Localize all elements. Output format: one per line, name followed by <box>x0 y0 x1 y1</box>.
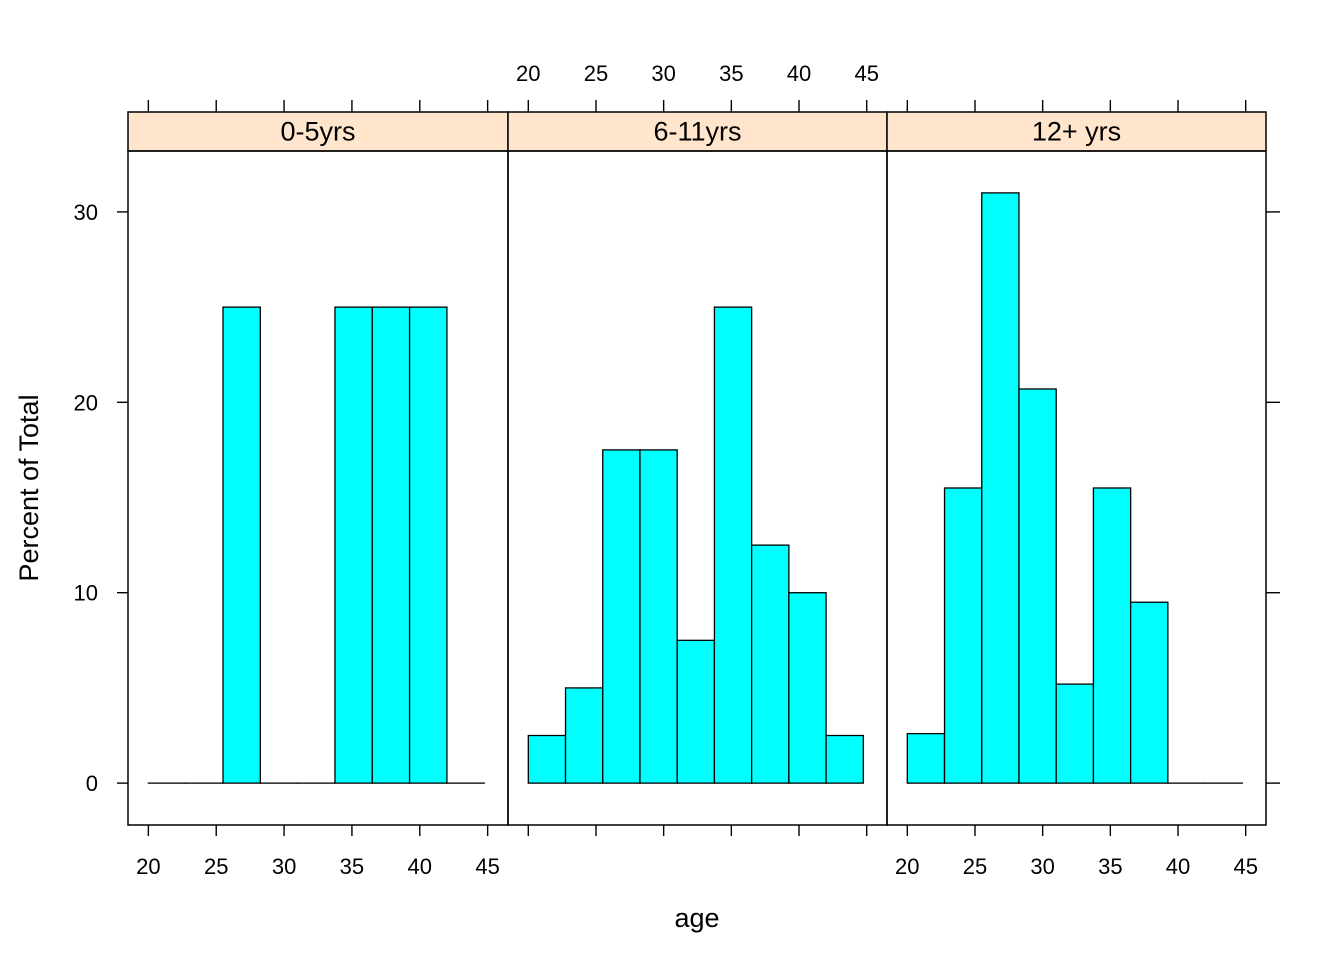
histogram-bar <box>372 307 409 783</box>
x-tick-label: 45 <box>475 854 499 879</box>
histogram-bar <box>1019 389 1056 783</box>
x-tick-label: 40 <box>787 61 811 86</box>
y-tick-label: 0 <box>86 771 98 796</box>
x-tick-label: 30 <box>1030 854 1054 879</box>
x-tick-label: 40 <box>1166 854 1190 879</box>
panel-3 <box>887 100 1266 836</box>
x-tick-label: 40 <box>408 854 432 879</box>
histogram-bar <box>714 307 751 783</box>
histogram-bar <box>1131 602 1168 783</box>
panel-2 <box>508 100 887 836</box>
histogram-bar <box>603 450 640 783</box>
histogram-bar <box>528 736 565 784</box>
histogram-bar <box>789 593 826 783</box>
x-tick-label: 30 <box>651 61 675 86</box>
histogram-bar <box>1056 684 1093 783</box>
histogram-bar <box>982 193 1019 783</box>
x-tick-label: 20 <box>516 61 540 86</box>
strip-label: 6-11yrs <box>653 117 741 147</box>
y-tick-label: 30 <box>74 200 98 225</box>
y-tick-label: 20 <box>74 390 98 415</box>
x-tick-label: 30 <box>272 854 296 879</box>
histogram-bar <box>677 640 714 783</box>
x-tick-label: 45 <box>1233 854 1257 879</box>
x-tick-label: 25 <box>584 61 608 86</box>
panel-1 <box>128 100 508 836</box>
x-tick-label: 35 <box>1098 854 1122 879</box>
x-tick-label: 25 <box>963 854 987 879</box>
y-axis-title: Percent of Total <box>14 394 44 581</box>
histogram-bar <box>945 488 982 783</box>
x-tick-label: 35 <box>340 854 364 879</box>
histogram-bar <box>640 450 677 783</box>
strip-label: 12+ yrs <box>1032 117 1121 147</box>
x-tick-label: 20 <box>136 854 160 879</box>
histogram-bar <box>907 734 944 784</box>
histogram-bar <box>752 545 789 783</box>
y-tick-label: 10 <box>74 581 98 606</box>
histogram-bar <box>223 307 260 783</box>
histogram-bar <box>1093 488 1130 783</box>
panel-frame <box>128 151 508 825</box>
x-tick-label: 20 <box>895 854 919 879</box>
histogram-bar <box>826 736 863 784</box>
histogram-bar <box>335 307 372 783</box>
strip-label: 0-5yrs <box>280 117 355 147</box>
histogram-bar <box>410 307 447 783</box>
x-tick-label: 35 <box>719 61 743 86</box>
x-tick-label: 25 <box>204 854 228 879</box>
histogram-bar <box>566 688 603 783</box>
x-axis-title: age <box>674 903 719 933</box>
x-tick-label: 45 <box>854 61 878 86</box>
